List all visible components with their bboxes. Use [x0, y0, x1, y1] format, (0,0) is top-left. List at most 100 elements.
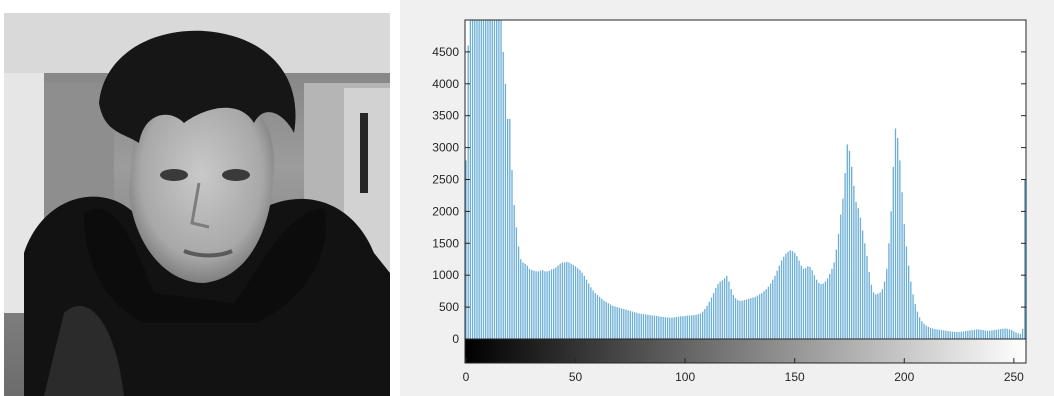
histogram-bar: [704, 309, 706, 339]
histogram-bar: [958, 331, 960, 339]
histogram-bar: [851, 166, 853, 339]
portrait-photo: [4, 13, 390, 396]
histogram-bar: [923, 323, 925, 339]
histogram-bar: [642, 314, 645, 339]
histogram-bar: [848, 150, 851, 339]
histogram-bar: [967, 330, 969, 339]
histogram-bar: [835, 249, 837, 339]
histogram-bar: [498, 20, 500, 339]
histogram-bar: [805, 268, 807, 339]
histogram-bar: [528, 268, 531, 339]
histogram-bar: [794, 252, 796, 339]
histogram-bar: [892, 166, 894, 339]
histogram-bar: [631, 311, 634, 339]
histogram-bar: [881, 289, 884, 339]
histogram-bar: [820, 284, 822, 339]
y-tick-label: 3000: [432, 141, 459, 155]
histogram-bar: [791, 250, 794, 339]
histogram-bar: [557, 265, 559, 339]
histogram-bars: [465, 20, 1026, 340]
histogram-bar: [673, 317, 675, 339]
histogram-bar: [588, 283, 590, 339]
histogram-bar: [916, 311, 919, 339]
histogram-bar: [726, 275, 728, 339]
histogram-bar: [739, 300, 741, 339]
histogram-bar: [787, 251, 789, 339]
histogram-bar: [1015, 332, 1017, 339]
histogram-bar: [732, 294, 734, 339]
histogram-bar: [515, 227, 518, 339]
histogram-bar: [596, 294, 599, 339]
histogram-bar: [1008, 329, 1011, 339]
histogram-bar: [973, 329, 976, 339]
histogram-bar: [723, 278, 726, 339]
histogram-bar: [866, 256, 868, 339]
histogram-bar: [570, 263, 572, 339]
photo-jacket-fold: [44, 305, 124, 396]
histogram-bar: [783, 256, 785, 339]
y-tick-label: 1000: [432, 268, 459, 282]
histogram-bar: [695, 314, 697, 339]
histogram-bar: [684, 316, 686, 339]
histogram-bar: [542, 270, 544, 339]
histogram-bar: [890, 211, 892, 339]
photo-face: [129, 86, 274, 283]
histogram-bar: [962, 331, 965, 339]
histogram-bar: [776, 270, 778, 339]
histogram-bar: [912, 294, 914, 339]
histogram-bar: [899, 160, 901, 339]
histogram-bar: [548, 270, 550, 339]
histogram-bar: [612, 305, 614, 339]
histogram-bar: [927, 326, 930, 339]
histogram-bar: [789, 250, 791, 339]
histogram-bar: [940, 330, 943, 339]
histogram-bar: [765, 289, 767, 339]
histogram-bar: [914, 303, 916, 339]
histogram-bar: [743, 300, 745, 339]
histogram-bar: [991, 330, 993, 339]
histogram-bar: [734, 298, 737, 339]
histogram-bar: [897, 138, 899, 339]
histogram-bar: [936, 329, 938, 339]
histogram-panel: 0 500 1000 1500 2000 2500 3000 3500 4000 4500 0 50…: [400, 0, 1054, 396]
histogram-bar: [728, 281, 730, 339]
histogram-bar: [918, 317, 921, 339]
histogram-bar: [1024, 179, 1026, 339]
histogram-bar: [465, 160, 467, 339]
y-tick-label: 2500: [432, 173, 459, 187]
histogram-bar: [798, 260, 800, 339]
histogram-bar: [925, 325, 927, 339]
histogram-bar: [901, 192, 903, 339]
histogram-bar: [938, 329, 940, 339]
x-tick-label: 50: [569, 370, 583, 384]
histogram-bar: [607, 303, 610, 339]
histogram-bar: [618, 307, 621, 339]
y-tick-label: 4000: [432, 77, 459, 91]
photo-hood: [84, 208, 326, 323]
histogram-bar: [888, 243, 890, 339]
histogram-bar: [675, 316, 678, 339]
histogram-bar: [1006, 328, 1008, 339]
histogram-bar: [699, 313, 702, 339]
histogram-bar: [682, 316, 684, 339]
histogram-bar: [951, 331, 954, 339]
histogram-bar: [655, 316, 658, 339]
histogram-bar: [730, 289, 732, 339]
histogram-bar: [489, 20, 491, 339]
histogram-bar: [669, 317, 671, 339]
histogram-bar: [761, 293, 763, 339]
histogram-bar: [741, 300, 743, 339]
histogram-bar: [493, 20, 496, 339]
histogram-bar: [651, 315, 653, 339]
histogram-bar: [559, 263, 561, 339]
histogram-bar: [809, 266, 811, 339]
histogram-bar: [894, 128, 897, 339]
histogram-bar: [748, 298, 750, 339]
x-tick-label: 0: [463, 370, 470, 384]
histogram-bar: [506, 118, 509, 339]
histogram-bar: [829, 273, 831, 339]
histogram-bar: [772, 279, 774, 339]
histogram-bar: [636, 312, 638, 339]
histogram-bar: [780, 260, 783, 339]
histogram-bar: [550, 269, 553, 339]
